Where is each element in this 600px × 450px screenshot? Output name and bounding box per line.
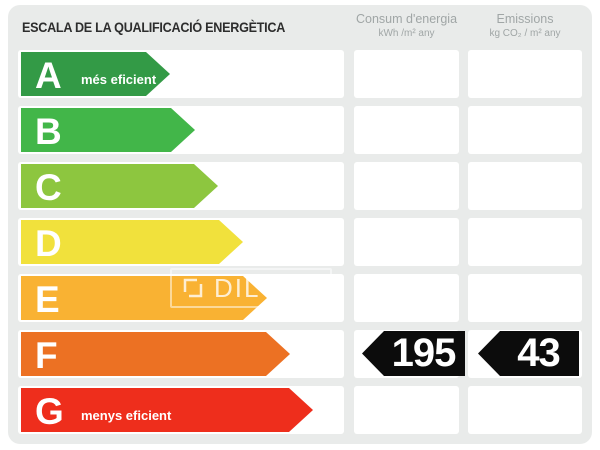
consum-cell: [354, 386, 459, 434]
rating-letter: G: [35, 391, 64, 432]
rating-arrow-d: D: [21, 220, 243, 264]
rating-sublabel: menys eficient: [81, 408, 172, 423]
rating-arrow-c: C: [21, 164, 218, 208]
emissions-header-line1: Emissions: [496, 12, 554, 26]
consum-header-units: kWh /m² any: [378, 28, 435, 39]
rating-row-e: E: [18, 274, 582, 322]
scale-cell: F: [18, 330, 344, 378]
rating-letter: B: [35, 111, 62, 152]
rating-arrow-a: A més eficient: [21, 52, 170, 96]
column-header-consum: Consum d'energia kWh /m² any: [354, 12, 459, 40]
rating-letter: E: [35, 279, 60, 320]
scale-cell: B: [18, 106, 344, 154]
rating-arrow-b: B: [21, 108, 195, 152]
scale-cell: A més eficient: [18, 50, 344, 98]
emissions-cell: [468, 218, 582, 266]
consum-header-line1: Consum d'energia: [355, 12, 458, 26]
rating-letter: A: [35, 55, 62, 96]
rating-row-c: C: [18, 162, 582, 210]
scale-cell: E: [18, 274, 344, 322]
emissions-cell: [468, 162, 582, 210]
rating-arrow-g: G menys eficient: [21, 388, 313, 432]
rating-row-f: F 195 43: [18, 330, 582, 378]
rating-row-g: G menys eficient: [18, 386, 582, 434]
page-title: ESCALA DE LA QUALIFICACIÓ ENERGÈTICA: [22, 19, 286, 35]
consum-cell: [354, 274, 459, 322]
emissions-cell: [468, 50, 582, 98]
consum-cell: [354, 106, 459, 154]
rating-row-b: B: [18, 106, 582, 154]
scale-cell: D: [18, 218, 344, 266]
emissions-cell: [468, 274, 582, 322]
rating-row-d: D: [18, 218, 582, 266]
rating-letter: F: [35, 335, 58, 376]
consum-cell: [354, 50, 459, 98]
emissions-value-arrow: 43: [478, 331, 579, 376]
rating-letter: D: [35, 223, 62, 264]
rating-arrow-e: E: [21, 276, 267, 320]
consum-cell: 195: [354, 330, 465, 378]
emissions-cell: [468, 386, 582, 434]
rating-row-a: A més eficient: [18, 50, 582, 98]
consum-cell: [354, 218, 459, 266]
emissions-cell: [468, 106, 582, 154]
scale-cell: C: [18, 162, 344, 210]
emissions-cell: 43: [468, 330, 582, 378]
scale-cell: G menys eficient: [18, 386, 344, 434]
rating-sublabel: més eficient: [81, 72, 157, 87]
energy-certificate-card: ESCALA DE LA QUALIFICACIÓ ENERGÈTICA Con…: [8, 5, 592, 444]
rating-arrow-f: F: [21, 332, 290, 376]
rating-rows: A més eficient B C D: [18, 50, 582, 434]
rating-letter: C: [35, 167, 62, 208]
consum-value-arrow: 195: [362, 331, 465, 376]
column-header-emissions: Emissions kg CO₂ / m² any: [468, 12, 582, 40]
emissions-header-units: kg CO₂ / m² any: [489, 28, 561, 39]
consum-cell: [354, 162, 459, 210]
